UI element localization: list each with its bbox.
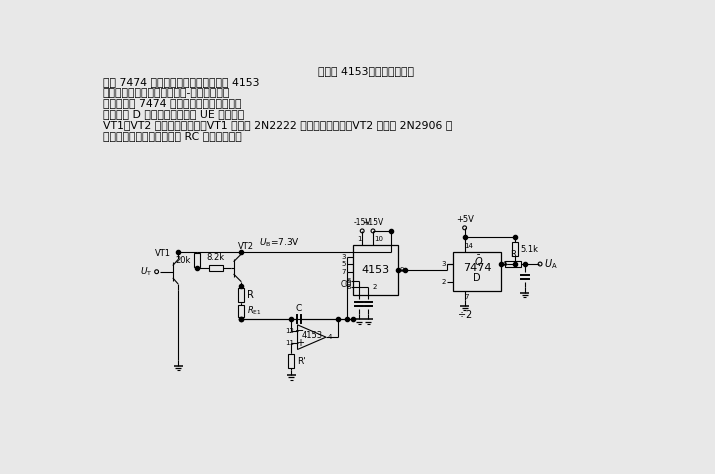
Text: $U_{\rm B}$=7.3V: $U_{\rm B}$=7.3V xyxy=(260,236,300,248)
Bar xyxy=(453,253,500,291)
Text: VT1、VT2 两级晶体管放大，VT1 可采用 2N2222 或类似型号器件，VT2 可采用 2N2906 或: VT1、VT2 两级晶体管放大，VT1 可采用 2N2222 或类似型号器件，V… xyxy=(103,120,452,130)
Text: 4153: 4153 xyxy=(302,331,322,340)
Bar xyxy=(209,265,223,271)
Text: R: R xyxy=(247,290,254,300)
Text: VT2: VT2 xyxy=(237,242,253,251)
Text: 7: 7 xyxy=(465,294,469,300)
Text: D: D xyxy=(473,273,480,283)
Text: 2: 2 xyxy=(373,284,377,290)
Text: $\bar{Q}$: $\bar{Q}$ xyxy=(474,254,483,269)
Text: $\div$2: $\div$2 xyxy=(457,308,473,320)
Text: 4: 4 xyxy=(327,334,332,340)
Text: 用于放大器，第二片用于电压-频率变换器，: 用于放大器，第二片用于电压-频率变换器， xyxy=(103,88,230,98)
Text: 3: 3 xyxy=(342,254,346,260)
Text: $U_{\rm A}$: $U_{\rm A}$ xyxy=(544,257,558,271)
Text: 沿触发的 D 触发器。输入信号 UE 首先经过: 沿触发的 D 触发器。输入信号 UE 首先经过 xyxy=(103,109,244,119)
Text: 7: 7 xyxy=(342,269,346,275)
Text: 6: 6 xyxy=(346,278,350,284)
Text: C: C xyxy=(296,304,302,313)
Text: 8.2k: 8.2k xyxy=(207,254,225,263)
Text: R: R xyxy=(511,250,516,259)
Text: −: − xyxy=(295,326,305,336)
Bar xyxy=(288,354,295,368)
Text: 其输出控制 7474 带预置和清除功能的双正: 其输出控制 7474 带预置和清除功能的双正 xyxy=(103,99,241,109)
Text: VT1: VT1 xyxy=(154,249,171,258)
Text: R': R' xyxy=(297,356,306,365)
Text: +5V: +5V xyxy=(455,215,473,224)
Bar xyxy=(353,245,398,295)
Text: 4153: 4153 xyxy=(361,265,390,275)
Text: +: + xyxy=(296,338,304,348)
Text: $U_{\rm T}$: $U_{\rm T}$ xyxy=(139,265,152,278)
Text: 类似型号器件。输出端接有 RC 低频滤波器。: 类似型号器件。输出端接有 RC 低频滤波器。 xyxy=(103,131,242,141)
Bar xyxy=(194,253,199,267)
Text: 1: 1 xyxy=(357,237,362,242)
Bar xyxy=(238,288,245,302)
Text: 14: 14 xyxy=(465,243,473,249)
Text: 9: 9 xyxy=(399,267,404,273)
Bar xyxy=(512,242,518,256)
Text: 12: 12 xyxy=(285,328,295,334)
Text: 6: 6 xyxy=(503,261,507,267)
Text: +15V: +15V xyxy=(363,218,384,227)
Text: $R_{\rm E1}$: $R_{\rm E1}$ xyxy=(247,305,262,317)
Text: 10: 10 xyxy=(374,237,383,242)
Text: 20k: 20k xyxy=(176,255,191,264)
Text: 5: 5 xyxy=(342,261,346,267)
Bar xyxy=(506,261,521,267)
Text: 一片 7474 组成的调制器电路。第一片 4153: 一片 7474 组成的调制器电路。第一片 4153 xyxy=(103,77,260,87)
Text: 8: 8 xyxy=(346,284,350,290)
Text: 5.1k: 5.1k xyxy=(520,245,538,254)
Text: 由两片 4153（功能不同）和: 由两片 4153（功能不同）和 xyxy=(318,66,414,76)
Text: 11: 11 xyxy=(285,340,295,346)
Text: -15V: -15V xyxy=(353,218,371,227)
Bar xyxy=(238,305,245,317)
Text: 7474: 7474 xyxy=(463,263,491,273)
Text: 3: 3 xyxy=(442,261,446,267)
Text: CO: CO xyxy=(340,280,352,289)
Text: 2: 2 xyxy=(442,279,446,285)
